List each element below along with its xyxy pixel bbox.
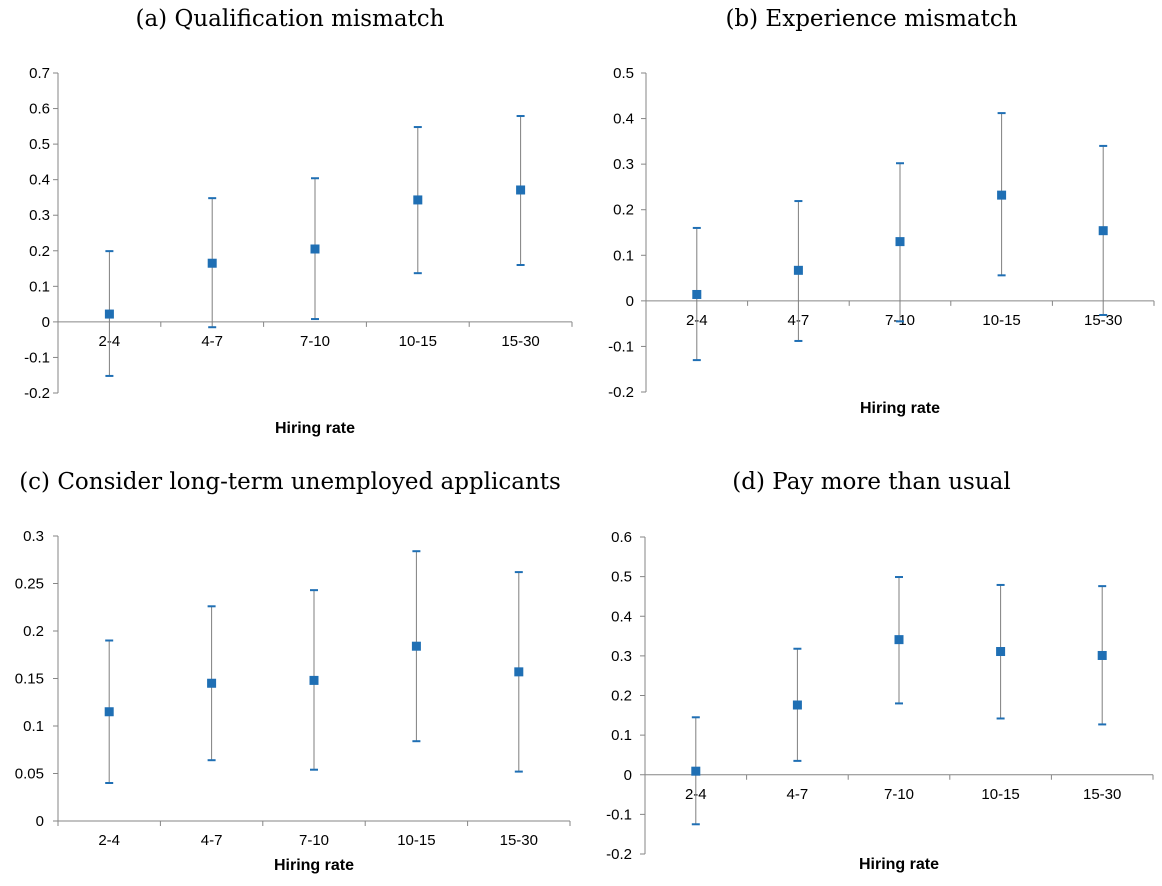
x-axis-label: Hiring rate — [274, 857, 354, 874]
data-point — [411, 641, 421, 651]
x-axis-label: Hiring rate — [275, 420, 355, 437]
data-point — [1098, 226, 1108, 236]
y-tick-label: -0.2 — [24, 385, 50, 402]
y-tick-label: 0.3 — [23, 528, 44, 545]
chart-b: -0.2-0.100.10.20.30.40.52-4 4-7 7-10 10-15 1… — [608, 65, 1155, 417]
chart-d: -0.2-0.100.10.20.30.40.50.62-4 4-7 7-10 10-… — [606, 529, 1154, 873]
data-point — [1097, 650, 1107, 660]
data-point — [310, 244, 320, 254]
chart-title: (c) Consider long-term unemployed applic… — [19, 469, 561, 495]
y-tick-label: 0.4 — [611, 608, 632, 625]
data-point — [516, 185, 526, 195]
x-tick-label: 10-15 — [981, 786, 1019, 803]
data-point — [691, 766, 701, 776]
y-tick-label: 0.2 — [611, 688, 632, 705]
y-tick-label: -0.1 — [608, 338, 634, 355]
data-point — [207, 258, 217, 268]
data-point — [793, 265, 803, 275]
data-point — [413, 195, 423, 205]
y-tick-label: -0.1 — [606, 806, 632, 823]
y-tick-label: 0.6 — [611, 529, 632, 546]
x-tick-label: 7-10 — [884, 786, 914, 803]
y-tick-label: 0.5 — [613, 65, 634, 82]
data-point — [996, 647, 1006, 657]
y-tick-label: 0.3 — [613, 156, 634, 173]
y-tick-label: 0.15 — [15, 671, 44, 688]
x-tick-label: 4-7 — [201, 333, 223, 350]
x-tick-label: 10-15 — [399, 333, 437, 350]
x-tick-label: 10-15 — [982, 312, 1020, 329]
panel-a: (a) Qualification mismatch -0.2 -0.1 0 0.1 0… — [0, 0, 580, 443]
y-tick-label: 0.1 — [29, 278, 50, 295]
x-tick-label: 4-7 — [201, 832, 223, 849]
data-point — [104, 707, 114, 717]
chart-title: (b) Experience mismatch — [725, 6, 1018, 32]
x-tick-label: 15-30 — [500, 832, 538, 849]
data-point — [514, 667, 524, 677]
x-tick-label: 7-10 — [300, 333, 330, 350]
y-tick-label: 0.2 — [613, 202, 634, 219]
y-tick-label: 0.2 — [29, 243, 50, 260]
y-tick-label: 0 — [624, 767, 632, 784]
y-tick-label: 0.7 — [29, 65, 50, 82]
y-tick-label: 0.1 — [23, 718, 44, 735]
x-axis-label: Hiring rate — [859, 856, 939, 873]
data-point — [692, 289, 702, 299]
y-tick-label: 0.6 — [29, 101, 50, 118]
data-point — [207, 678, 217, 688]
y-tick-label: 0.5 — [611, 569, 632, 586]
y-tick-label: 0.4 — [613, 111, 634, 128]
chart-c: 0 0.05 0.1 0.15 0.2 0.25 0.3 2-4 4-7 7-10 10-15 15-… — [15, 528, 571, 874]
y-tick-label: 0.2 — [23, 623, 44, 640]
chart-a: -0.2-0.100.10.20.30.40.50.60.72-4 4-7 7-10… — [24, 65, 573, 437]
y-tick-label: 0.1 — [613, 247, 634, 264]
chart-title: (d) Pay more than usual — [732, 469, 1011, 495]
x-tick-label: 15-30 — [1083, 786, 1121, 803]
x-tick-label: 15-30 — [1084, 312, 1122, 329]
data-point — [309, 675, 319, 685]
y-tick-label: -0.2 — [608, 384, 634, 401]
y-tick-label: 0.05 — [15, 766, 44, 783]
y-tick-label: 0 — [626, 293, 634, 310]
y-tick-label: 0.3 — [29, 207, 50, 224]
x-axis-label: Hiring rate — [860, 400, 940, 417]
x-tick-label: 4-7 — [787, 786, 809, 803]
panel-c: (c) Consider long-term unemployed applic… — [0, 443, 580, 886]
y-tick-label: 0.4 — [29, 172, 50, 189]
panel-b: (b) Experience mismatch -0.2 -0.1 0 0.1 0.2 0… — [581, 0, 1162, 443]
y-tick-label: 0.5 — [29, 136, 50, 153]
data-point — [104, 309, 114, 319]
data-point — [792, 700, 802, 710]
x-tick-label: 10-15 — [397, 832, 435, 849]
y-tick-label: -0.1 — [24, 349, 50, 366]
y-tick-label: 0 — [36, 813, 44, 830]
y-tick-label: 0 — [42, 314, 50, 331]
chart-title: (a) Qualification mismatch — [135, 6, 445, 32]
x-tick-label: 7-10 — [299, 832, 329, 849]
y-tick-label: -0.2 — [606, 846, 632, 863]
x-tick-label: 2-4 — [98, 832, 120, 849]
panel-d: (d) Pay more than usual -0.2 -0.1 0 0.1 0.2 0… — [581, 443, 1162, 886]
data-point — [895, 237, 905, 247]
y-tick-label: 0.3 — [611, 648, 632, 665]
data-point — [894, 635, 904, 645]
x-tick-label: 15-30 — [501, 333, 539, 350]
y-tick-label: 0.25 — [15, 576, 44, 593]
data-point — [997, 190, 1007, 200]
y-tick-label: 0.1 — [611, 727, 632, 744]
